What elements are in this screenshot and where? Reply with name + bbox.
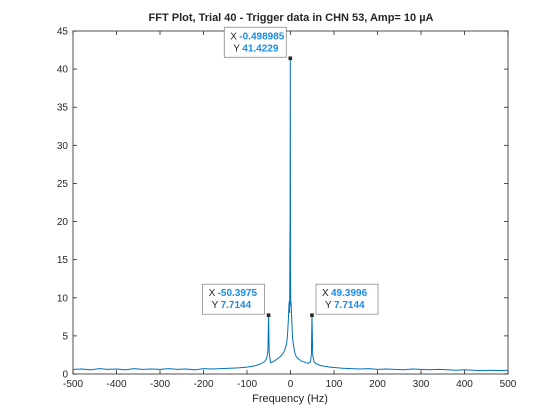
x-tick-label: -200 [193, 379, 213, 390]
x-tick-label: -100 [237, 379, 257, 390]
datatip-y-label: Y [233, 43, 240, 54]
x-tick-label: 0 [288, 379, 294, 390]
y-tick-label: 0 [62, 370, 68, 381]
datatip-x-label: X [322, 288, 329, 299]
x-tick-label: -300 [150, 379, 170, 390]
y-tick-label: 10 [57, 293, 69, 304]
y-tick-label: 35 [57, 103, 69, 114]
datatip-box [315, 283, 379, 315]
x-tick-label: 200 [369, 379, 386, 390]
x-tick-label: -400 [106, 379, 126, 390]
y-tick-label: 30 [57, 141, 69, 152]
x-tick-label: 400 [456, 379, 473, 390]
x-tick-label: 300 [413, 379, 430, 390]
datatip-y-value: 7.7144 [334, 300, 365, 311]
x-axis-label: Frequency (Hz) [252, 393, 328, 405]
datatip-x-label: X [209, 288, 216, 299]
datatip-x-value: -0.498985 [239, 31, 284, 42]
y-tick-label: 25 [57, 179, 69, 190]
datatip-y-label: Y [325, 300, 332, 311]
datatip-x-value: 49.3996 [331, 288, 368, 299]
datatip-y-label: Y [212, 300, 219, 311]
x-tick-label: 100 [326, 379, 343, 390]
datatip-x-label: X [230, 31, 237, 42]
datatip-y-value: 7.7144 [221, 300, 252, 311]
x-tick-label: -500 [63, 379, 83, 390]
datatip-marker [288, 56, 293, 61]
chart-title: FFT Plot, Trial 40 - Trigger data in CHN… [149, 12, 434, 24]
y-tick-label: 5 [62, 331, 68, 342]
y-tick-label: 20 [57, 217, 69, 228]
datatip-x-value: -50.3975 [218, 288, 258, 299]
datatip-marker [310, 313, 314, 317]
x-axis: -500 -400 -300 -200 -100 0 100 200 300 400 500 [63, 31, 517, 390]
y-tick-label: 45 [57, 27, 69, 38]
y-tick-label: 40 [57, 65, 69, 76]
datatip-marker [266, 313, 271, 317]
y-tick-label: 15 [57, 255, 69, 266]
y-axis: 0 5 10 15 20 25 30 35 40 45 [57, 27, 508, 381]
x-tick-label: 500 [500, 379, 517, 390]
datatip-y-value: 41.4229 [242, 43, 279, 54]
datatip-box [202, 283, 265, 315]
datatip-box [223, 26, 287, 58]
series-line [72, 58, 509, 372]
